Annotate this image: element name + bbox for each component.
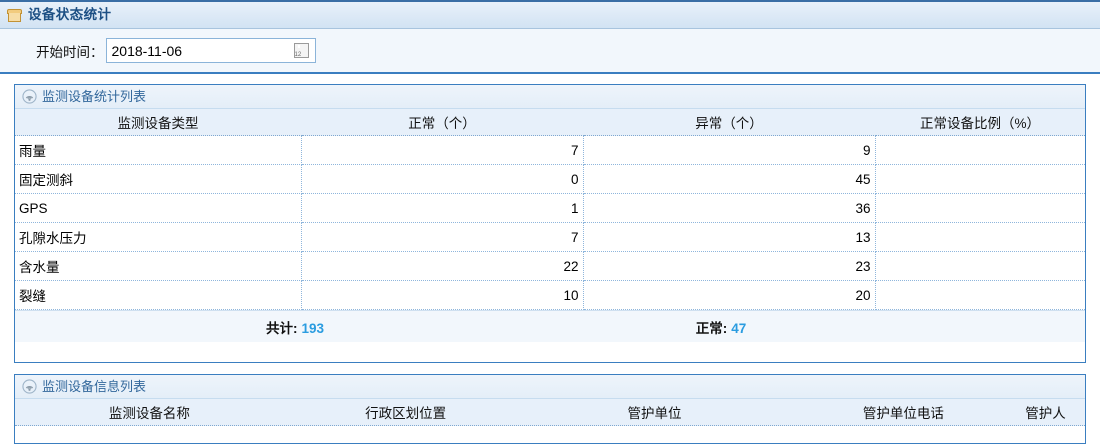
cell-ratio — [875, 222, 1085, 252]
device-info-panel-header: 监测设备信息列表 — [15, 375, 1085, 399]
cell-normal: 7 — [301, 222, 584, 252]
summary-total-value: 193 — [301, 320, 325, 336]
column-header-management-person[interactable]: 管护人 — [1025, 406, 1066, 421]
cell-device-type: GPS — [15, 193, 302, 223]
calendar-day-label: 12 — [294, 52, 302, 58]
column-header-device-name[interactable]: 监测设备名称 — [108, 406, 190, 421]
statistics-table-body: 雨量 7 9 固定测斜 0 45 GPS 1 36 — [15, 135, 1085, 310]
statistics-summary-row: 共计: 193 正常: 47 — [15, 310, 1085, 342]
calendar-icon[interactable]: 12 — [293, 43, 309, 58]
cell-device-type: 固定测斜 — [15, 164, 302, 194]
summary-normal-label: 正常: — [695, 320, 728, 336]
cell-normal: 10 — [301, 280, 584, 310]
window-titlebar: 设备状态统计 — [0, 0, 1100, 29]
cell-device-type: 孔隙水压力 — [15, 222, 302, 252]
cell-normal: 22 — [301, 251, 584, 281]
device-info-panel-title: 监测设备信息列表 — [42, 379, 147, 394]
table-row[interactable]: 固定测斜 0 45 — [15, 164, 1085, 194]
cell-abnormal: 23 — [583, 251, 876, 281]
column-header-management-phone[interactable]: 管护单位电话 — [862, 406, 944, 421]
statistics-table: 监测设备类型 正常（个） 异常（个） 正常设备比例（%） 雨量 7 9 固定测斜… — [15, 109, 1085, 310]
device-info-table-body — [15, 426, 1085, 440]
cell-ratio — [875, 164, 1085, 194]
cell-abnormal: 45 — [583, 164, 876, 194]
cell-ratio — [875, 193, 1085, 223]
column-header-normal-ratio[interactable]: 正常设备比例（%） — [875, 109, 1085, 136]
statistics-panel-header: 监测设备统计列表 — [15, 85, 1085, 109]
column-header-device-type[interactable]: 监测设备类型 — [15, 109, 301, 136]
page-title: 设备状态统计 — [28, 7, 112, 23]
table-row[interactable]: 裂缝 10 20 — [15, 280, 1085, 310]
column-header-management-unit[interactable]: 管护单位 — [627, 406, 682, 421]
cell-ratio — [875, 251, 1085, 281]
summary-normal-value: 47 — [731, 320, 747, 336]
box-icon — [7, 8, 22, 22]
cell-device-type: 含水量 — [15, 251, 302, 281]
filter-toolbar: 开始时间： 2018-11-06 12 — [0, 29, 1100, 74]
summary-normal: 正常: 47 — [575, 317, 867, 337]
statistics-panel: 监测设备统计列表 监测设备类型 正常（个） 异常（个） 正常设备比例（%） 雨量… — [14, 84, 1086, 363]
column-header-district-location[interactable]: 行政区划位置 — [365, 406, 447, 421]
cell-device-type: 裂缝 — [15, 280, 302, 310]
start-time-label: 开始时间： — [36, 44, 104, 60]
table-row[interactable]: 孔隙水压力 7 13 — [15, 222, 1085, 252]
device-info-panel: 监测设备信息列表 监测设备名称 行政区划位置 管护单位 管护单位电话 管护人 — [14, 374, 1086, 444]
cell-normal: 0 — [301, 164, 584, 194]
table-row[interactable]: 含水量 22 23 — [15, 251, 1085, 281]
summary-total: 共计: 193 — [15, 317, 575, 337]
statistics-panel-title: 监测设备统计列表 — [42, 89, 147, 104]
device-info-table-header-row: 监测设备名称 行政区划位置 管护单位 管护单位电话 管护人 — [15, 399, 1085, 426]
cell-device-type: 雨量 — [15, 135, 302, 165]
signal-antenna-icon — [22, 379, 37, 394]
cell-ratio — [875, 135, 1085, 165]
start-time-input[interactable]: 2018-11-06 12 — [105, 38, 316, 63]
column-header-abnormal[interactable]: 异常（个） — [583, 109, 875, 136]
cell-abnormal: 20 — [583, 280, 876, 310]
table-row[interactable]: GPS 1 36 — [15, 193, 1085, 223]
cell-normal: 1 — [301, 193, 584, 223]
cell-ratio — [875, 280, 1085, 310]
summary-total-label: 共计: — [265, 320, 298, 336]
cell-abnormal: 13 — [583, 222, 876, 252]
signal-antenna-icon — [22, 89, 37, 104]
cell-abnormal: 36 — [583, 193, 876, 223]
statistics-table-header-row: 监测设备类型 正常（个） 异常（个） 正常设备比例（%） — [15, 109, 1085, 136]
column-header-normal[interactable]: 正常（个） — [301, 109, 583, 136]
start-time-value: 2018-11-06 — [111, 42, 183, 59]
cell-abnormal: 9 — [583, 135, 876, 165]
table-row[interactable]: 雨量 7 9 — [15, 135, 1085, 165]
cell-normal: 7 — [301, 135, 584, 165]
